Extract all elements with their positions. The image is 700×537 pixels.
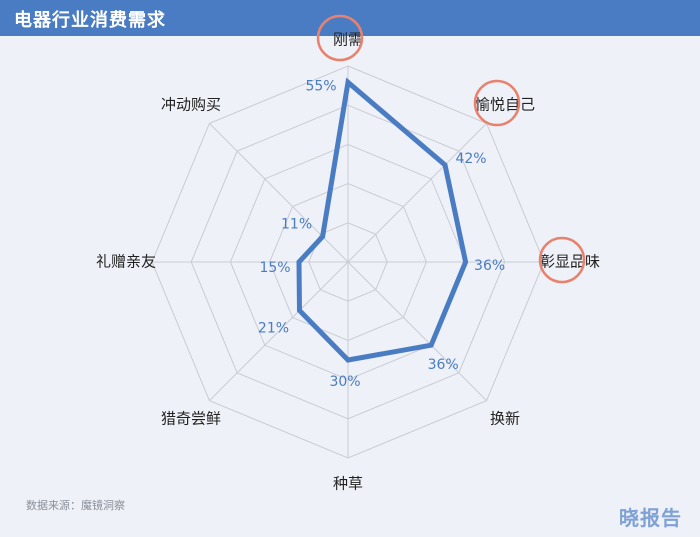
grid-spoke [209, 261, 349, 401]
category-label: 换新 [490, 409, 520, 427]
value-label: 30% [329, 374, 360, 390]
value-label: 36% [428, 357, 459, 373]
value-label: 21% [258, 321, 289, 337]
grid-spoke [209, 123, 349, 263]
category-label: 彰显品味 [540, 253, 600, 271]
value-label: 36% [474, 258, 505, 274]
value-label: 11% [281, 217, 312, 233]
grid-spoke [347, 123, 487, 263]
value-label: 55% [305, 78, 336, 94]
highlight-circle [473, 79, 521, 127]
category-label: 刚需 [333, 31, 363, 49]
data-source: 数据来源：魔镜洞察 [26, 499, 125, 512]
page-title: 电器行业消费需求 [14, 10, 166, 31]
category-label: 猎奇尝鲜 [161, 409, 221, 427]
category-label: 冲动购买 [161, 96, 221, 114]
highlight-circle [538, 236, 586, 284]
value-label: 15% [259, 260, 290, 276]
category-label: 愉悦自己 [475, 96, 535, 114]
category-label: 种草 [333, 475, 363, 493]
value-label: 42% [455, 151, 486, 167]
brand-logo: 晓报告 [619, 506, 682, 530]
header-bar: 电器行业消费需求 [0, 0, 700, 36]
category-label: 礼赠亲友 [96, 253, 156, 271]
highlight-circle [316, 14, 364, 62]
data-series-line [296, 77, 469, 363]
grid-spoke [347, 261, 487, 401]
